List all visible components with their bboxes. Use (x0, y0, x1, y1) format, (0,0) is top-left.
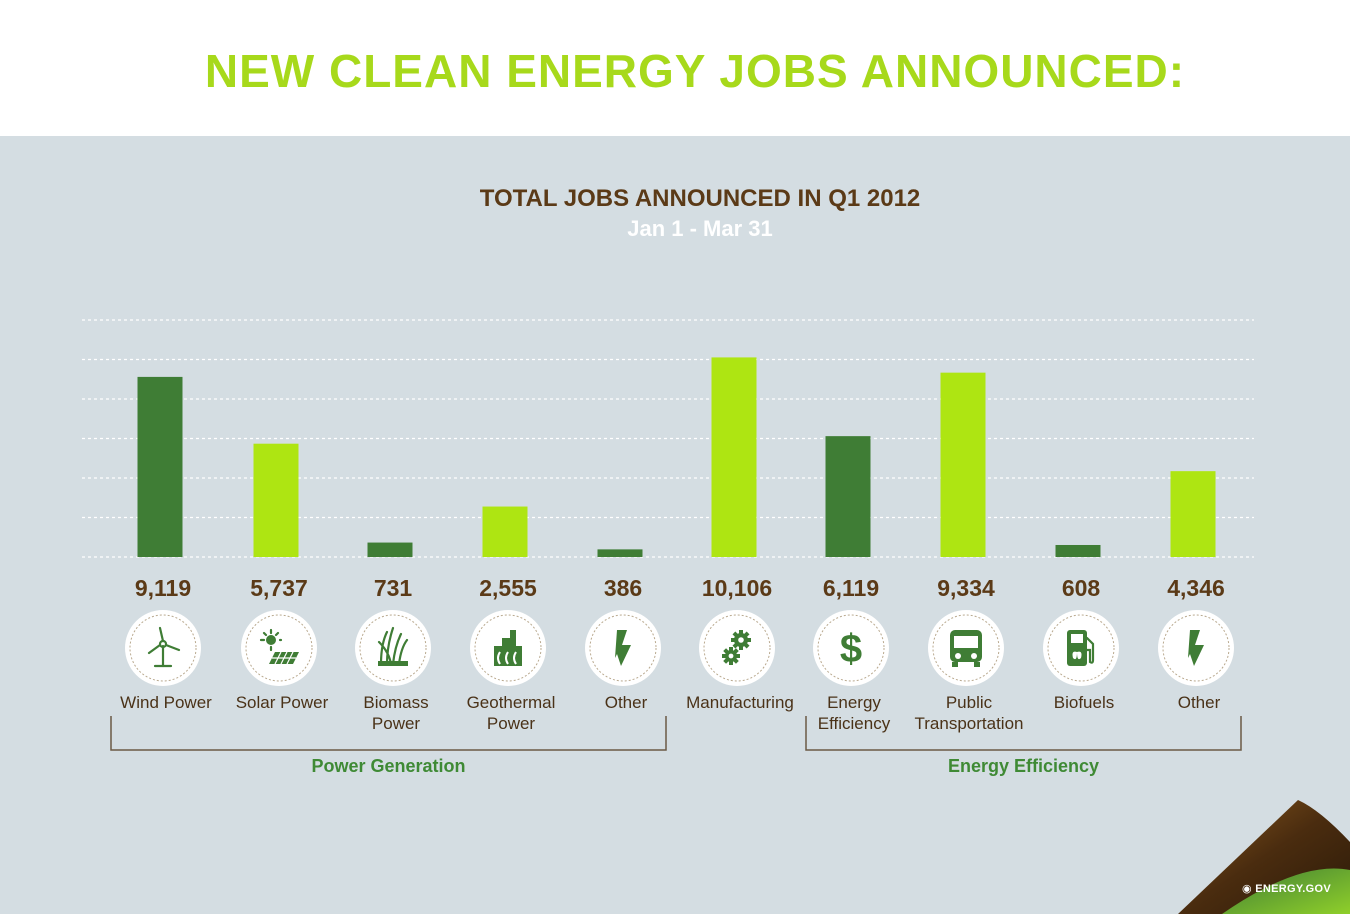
value-label: 5,737 (250, 575, 308, 601)
value-label: 608 (1062, 575, 1101, 601)
bar (825, 436, 871, 557)
icon-badge-ring (129, 614, 197, 682)
value-label: 10,106 (702, 575, 772, 601)
header: NEW CLEAN ENERGY JOBS ANNOUNCED: (0, 0, 1350, 136)
page-curl-green (1222, 868, 1350, 914)
icon-badge (699, 610, 775, 686)
icon-badge-ring (474, 614, 542, 682)
category-label: Biomass (363, 693, 428, 712)
category-label: Other (1178, 693, 1221, 712)
bar (482, 506, 528, 557)
lightning-bolt-icon (1188, 630, 1204, 666)
svg-text:$: $ (840, 627, 862, 671)
icon-badge-ring (932, 614, 1000, 682)
bar (1055, 544, 1101, 557)
value-label: 2,555 (479, 575, 537, 601)
bus-icon (950, 630, 982, 667)
chart-panel (0, 136, 1350, 914)
fuel-pump-icon (1067, 630, 1095, 666)
group-bracket (110, 716, 667, 751)
wind-turbine-icon (147, 626, 181, 668)
group-label: Power Generation (311, 756, 465, 776)
bar (137, 376, 183, 557)
solar-panel-icon (259, 628, 299, 665)
value-label: 4,346 (1167, 575, 1225, 601)
geothermal-plant-icon (494, 630, 522, 666)
chart-title: TOTAL JOBS ANNOUNCED IN Q1 2012 (479, 185, 921, 212)
brand-label: ENERGY.GOV (1255, 883, 1332, 895)
category-label: Energy (827, 693, 881, 712)
category-label: Transportation (915, 714, 1024, 733)
category-label: Wind Power (120, 693, 212, 712)
category-label: Geothermal (467, 693, 556, 712)
category-label: Power (487, 714, 536, 733)
dollar-icon: $ (840, 627, 862, 671)
icon-badge (813, 610, 889, 686)
category-label: Efficiency (818, 714, 891, 733)
icon-badge-ring (245, 614, 313, 682)
icon-badge (355, 610, 431, 686)
bar (367, 542, 413, 557)
category-label: Solar Power (236, 693, 329, 712)
bar (597, 549, 643, 557)
icon-badge-ring (589, 614, 657, 682)
value-label: 6,119 (823, 575, 879, 601)
bar (1170, 471, 1216, 557)
chart-subtitle: Jan 1 - Mar 31 (627, 216, 773, 241)
icon-badge-ring (1047, 614, 1115, 682)
icon-badge-ring (1162, 614, 1230, 682)
brand-footer: ◉ ENERGY.GOV (1242, 882, 1331, 895)
gears-icon (722, 630, 751, 665)
bar (711, 357, 757, 557)
category-label: Power (372, 714, 421, 733)
value-label: 386 (604, 575, 642, 601)
category-label: Biofuels (1054, 693, 1114, 712)
category-label: Public (946, 693, 993, 712)
bar (940, 372, 986, 557)
icon-badge-ring (359, 614, 427, 682)
value-label: 731 (374, 575, 413, 601)
icon-badge-ring (703, 614, 771, 682)
group-label: Energy Efficiency (948, 756, 1099, 776)
bar (253, 443, 299, 557)
icon-badge-ring (817, 614, 885, 682)
lightning-bolt-icon (615, 630, 631, 666)
category-label: Manufacturing (686, 693, 794, 712)
category-label: Other (605, 693, 648, 712)
seal-icon: ◉ (1242, 883, 1256, 895)
value-label: 9,334 (937, 575, 995, 601)
grass-icon (377, 626, 409, 666)
group-bracket (805, 716, 1242, 751)
icon-badge (241, 610, 317, 686)
value-label: 9,119 (135, 575, 191, 601)
page-heading: NEW CLEAN ENERGY JOBS ANNOUNCED: (204, 45, 1186, 97)
